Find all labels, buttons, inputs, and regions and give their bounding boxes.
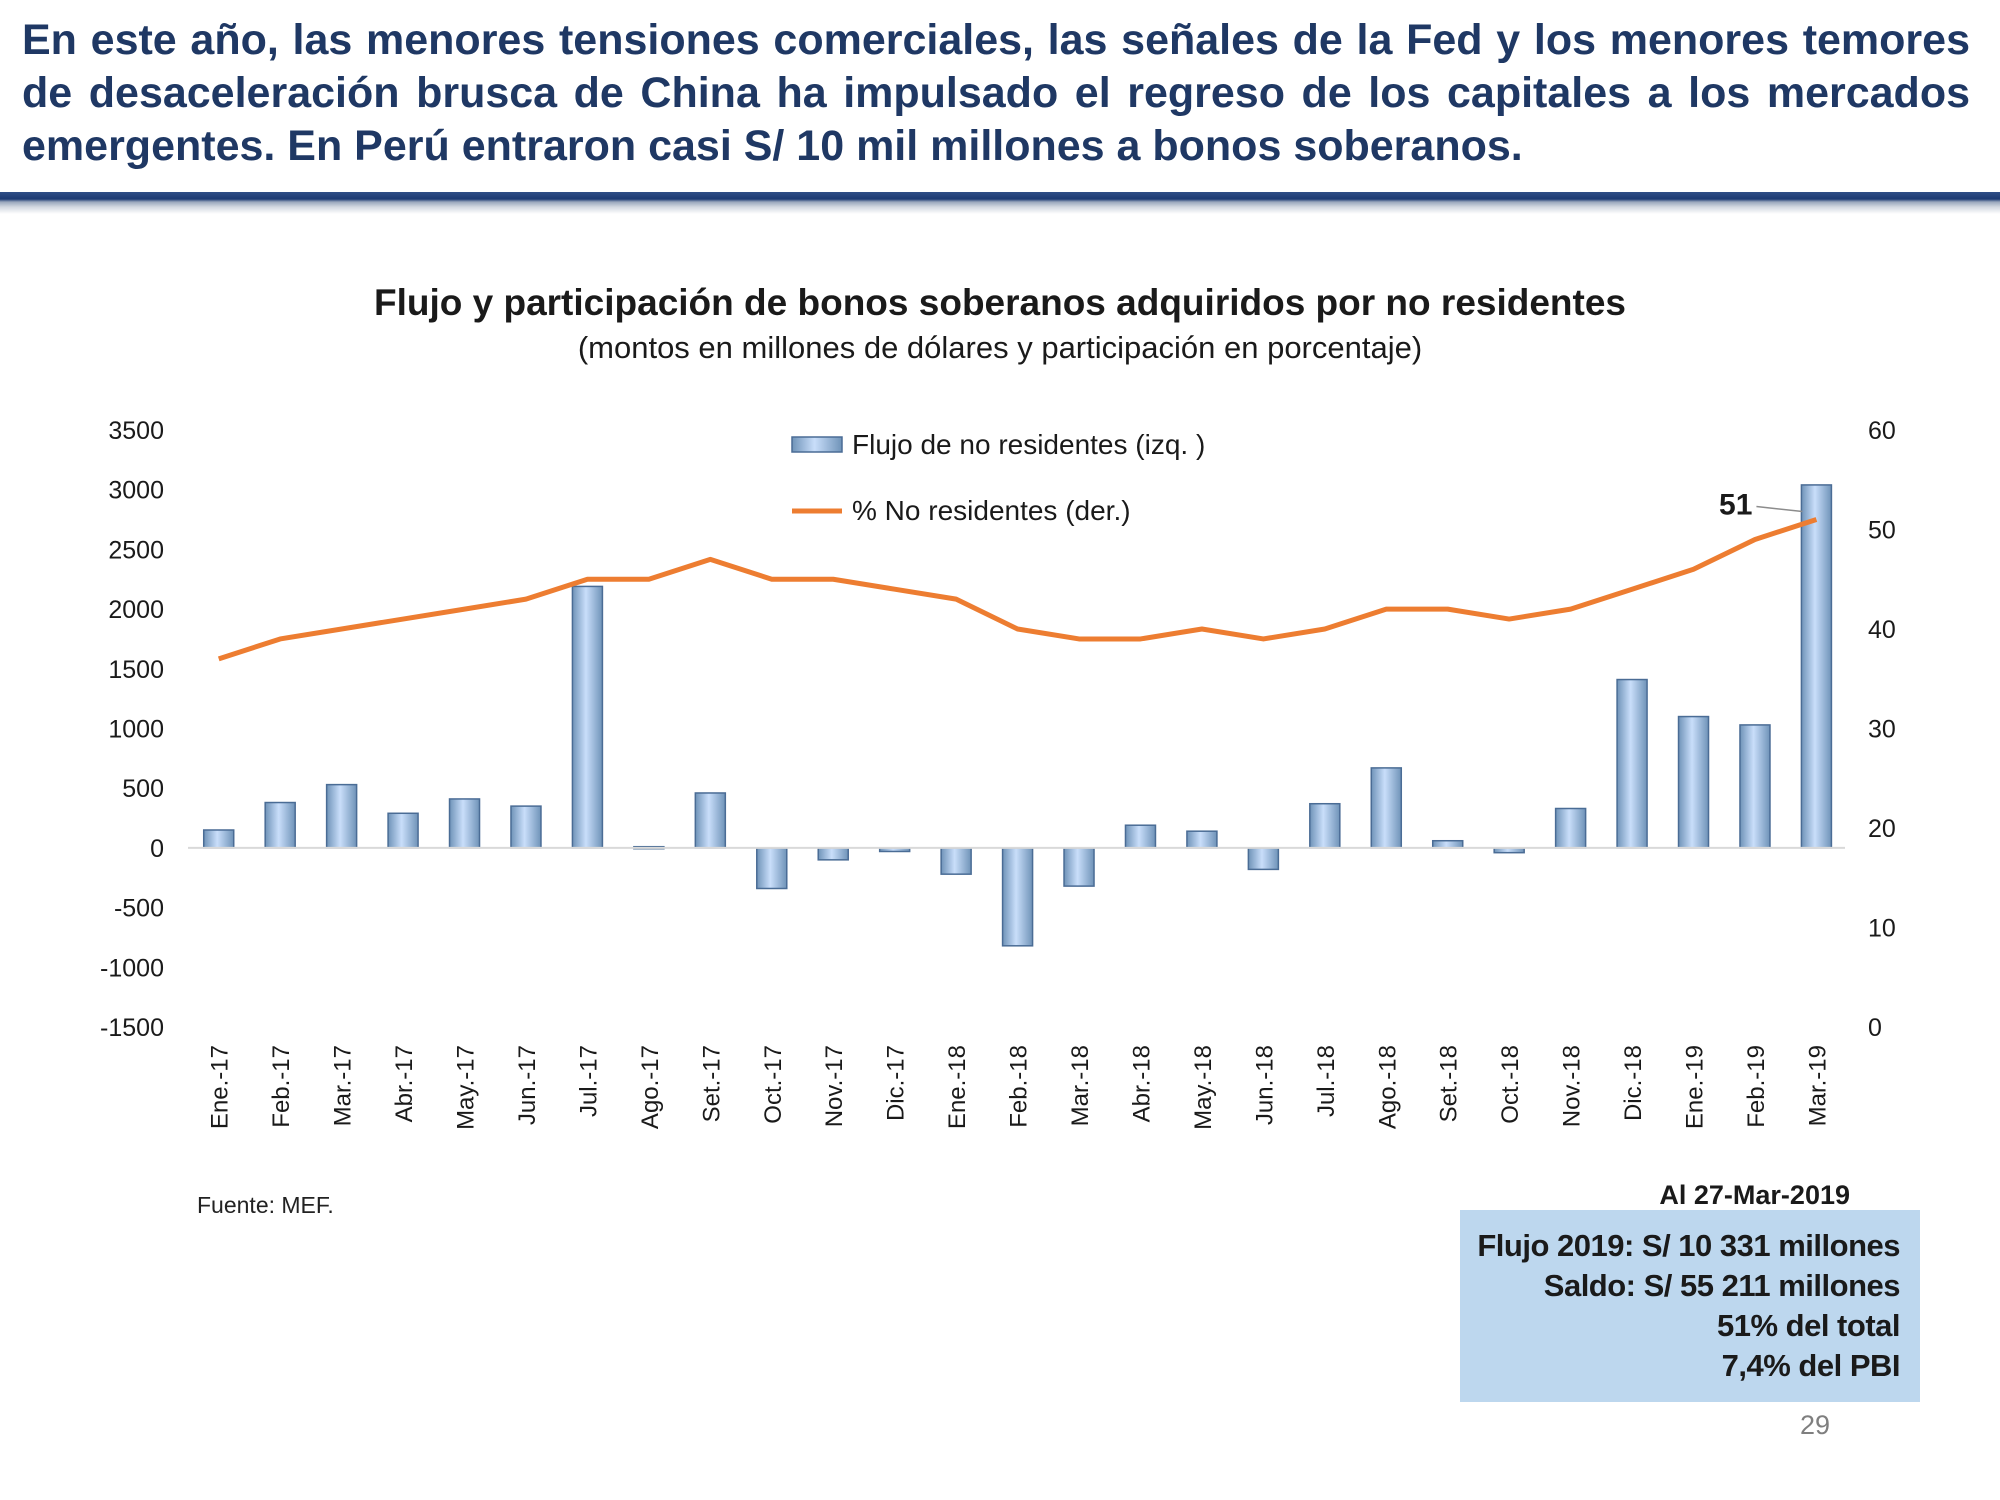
y-left-tick-label: 500 xyxy=(122,775,164,803)
x-tick-label: Mar.-19 xyxy=(1804,1045,1831,1126)
bar xyxy=(1063,847,1095,887)
chart-subtitle: (montos en millones de dólares y partici… xyxy=(577,330,1423,365)
summary-box: Flujo 2019: S/ 10 331 millones Saldo: S/… xyxy=(1460,1210,1920,1402)
x-tick-label: Feb.-19 xyxy=(1743,1045,1770,1128)
x-tick-label: Oct.-17 xyxy=(760,1045,787,1124)
x-tick-label: May.-17 xyxy=(453,1045,480,1130)
legend-line-label: % No residentes (der.) xyxy=(852,495,1131,526)
legend: Flujo de no residentes (izq. ) % No resid… xyxy=(791,429,1205,526)
y-right-tick-label: 20 xyxy=(1868,815,1896,843)
summary-share: 51% del total xyxy=(1717,1308,1901,1343)
x-tick-label: Mar.-17 xyxy=(330,1045,357,1126)
line-path xyxy=(217,517,1818,662)
y-left-tick-label: 1500 xyxy=(108,656,164,684)
bar xyxy=(1677,715,1710,849)
y-right-tick-label: 30 xyxy=(1868,716,1896,744)
y-left-tick-label: -1500 xyxy=(100,1014,164,1042)
annotation-label: 51 xyxy=(1719,489,1752,522)
y-left-tick-label: 3000 xyxy=(108,477,164,505)
annotation: 51 xyxy=(1719,489,1803,522)
y-left-tick-label: 2500 xyxy=(108,536,164,564)
headline: En este año, las menores tensiones comer… xyxy=(22,16,1970,170)
bar xyxy=(1124,824,1157,849)
line-series xyxy=(217,517,1818,662)
bar xyxy=(1554,807,1587,849)
y-right-tick-label: 0 xyxy=(1868,1014,1882,1042)
legend-bar-label: Flujo de no residentes (izq. ) xyxy=(852,429,1205,460)
bar xyxy=(1370,767,1403,849)
y-axis-left: 3500 3000 2500 2000 1500 1000 500 0 -500 -1000 -15… xyxy=(100,417,164,1042)
y-right-tick-label: 50 xyxy=(1868,517,1896,545)
bar xyxy=(1800,484,1833,849)
bar xyxy=(1001,847,1034,947)
x-tick-label: Dic.-17 xyxy=(883,1045,910,1121)
y-left-tick-label: 1000 xyxy=(108,716,164,744)
bar xyxy=(571,585,604,849)
bar xyxy=(1616,678,1648,849)
bar xyxy=(1309,802,1341,849)
y-left-tick-label: 3500 xyxy=(108,417,164,445)
x-tick-label: Mar.-18 xyxy=(1067,1045,1094,1126)
x-tick-label: Jun.-17 xyxy=(514,1045,541,1125)
bar xyxy=(817,847,849,861)
y-axis-right: 60 50 40 30 20 10 0 xyxy=(1868,417,1896,1042)
x-tick-label: Feb.-17 xyxy=(268,1045,295,1128)
bar xyxy=(1739,724,1771,849)
bar xyxy=(325,783,358,849)
bar xyxy=(387,812,419,849)
source-note: Fuente: MEF. xyxy=(197,1192,334,1218)
x-tick-label: Jul.-18 xyxy=(1313,1045,1340,1117)
y-left-tick-label: -1000 xyxy=(100,954,164,982)
y-right-tick-label: 60 xyxy=(1868,417,1896,445)
bar xyxy=(1431,839,1464,849)
x-tick-label: Ene.-19 xyxy=(1682,1045,1709,1129)
y-left-tick-label: 2000 xyxy=(108,596,164,624)
bar xyxy=(202,829,235,849)
x-tick-label: May.-18 xyxy=(1190,1045,1217,1130)
x-tick-label: Dic.-18 xyxy=(1620,1045,1647,1121)
x-tick-label: Ago.-18 xyxy=(1374,1045,1401,1129)
x-tick-label: Nov.-17 xyxy=(821,1045,848,1127)
x-tick-label: Ene.-18 xyxy=(944,1045,971,1129)
y-right-tick-label: 10 xyxy=(1868,915,1896,943)
x-tick-label: Ene.-17 xyxy=(207,1045,234,1129)
x-tick-label: Set.-18 xyxy=(1436,1045,1463,1122)
summary-date: Al 27-Mar-2019 xyxy=(1659,1180,1850,1210)
bar xyxy=(510,805,542,849)
bar xyxy=(448,798,481,849)
x-tick-label: Nov.-18 xyxy=(1559,1045,1586,1127)
x-tick-label: Ago.-17 xyxy=(637,1045,664,1129)
bar xyxy=(756,847,788,890)
x-tick-label: Oct.-18 xyxy=(1497,1045,1524,1124)
bar xyxy=(264,801,296,849)
bar xyxy=(940,847,972,875)
summary-stock: Saldo: S/ 55 211 millones xyxy=(1543,1268,1901,1303)
x-tick-label: Feb.-18 xyxy=(1006,1045,1033,1128)
annotation-leader xyxy=(1756,505,1803,513)
x-tick-label: Set.-17 xyxy=(698,1045,725,1122)
y-left-tick-label: 0 xyxy=(150,835,164,863)
x-tick-label: Jun.-18 xyxy=(1251,1045,1278,1125)
page-number: 29 xyxy=(1799,1410,1831,1440)
y-left-tick-label: -500 xyxy=(114,895,164,923)
summary-gdp: 7,4% del PBI xyxy=(1721,1348,1901,1383)
header-divider xyxy=(0,192,2000,214)
bar-series xyxy=(202,484,1833,947)
bar xyxy=(694,792,727,849)
x-tick-label: Abr.-17 xyxy=(391,1045,418,1122)
legend-bar-swatch xyxy=(791,436,843,453)
y-right-tick-label: 40 xyxy=(1868,616,1896,644)
x-tick-label: Abr.-18 xyxy=(1128,1045,1155,1122)
x-tick-label: Jul.-17 xyxy=(575,1045,602,1117)
chart-title: Flujo y participación de bonos soberanos… xyxy=(373,282,1627,323)
bar xyxy=(1247,847,1280,871)
bar xyxy=(1186,830,1218,849)
summary-flow: Flujo 2019: S/ 10 331 millones xyxy=(1477,1228,1900,1263)
x-axis-labels: Ene.-17 Feb.-17 Mar.-17 Abr.-17 May.-17 Jun.-… xyxy=(207,1045,1832,1130)
